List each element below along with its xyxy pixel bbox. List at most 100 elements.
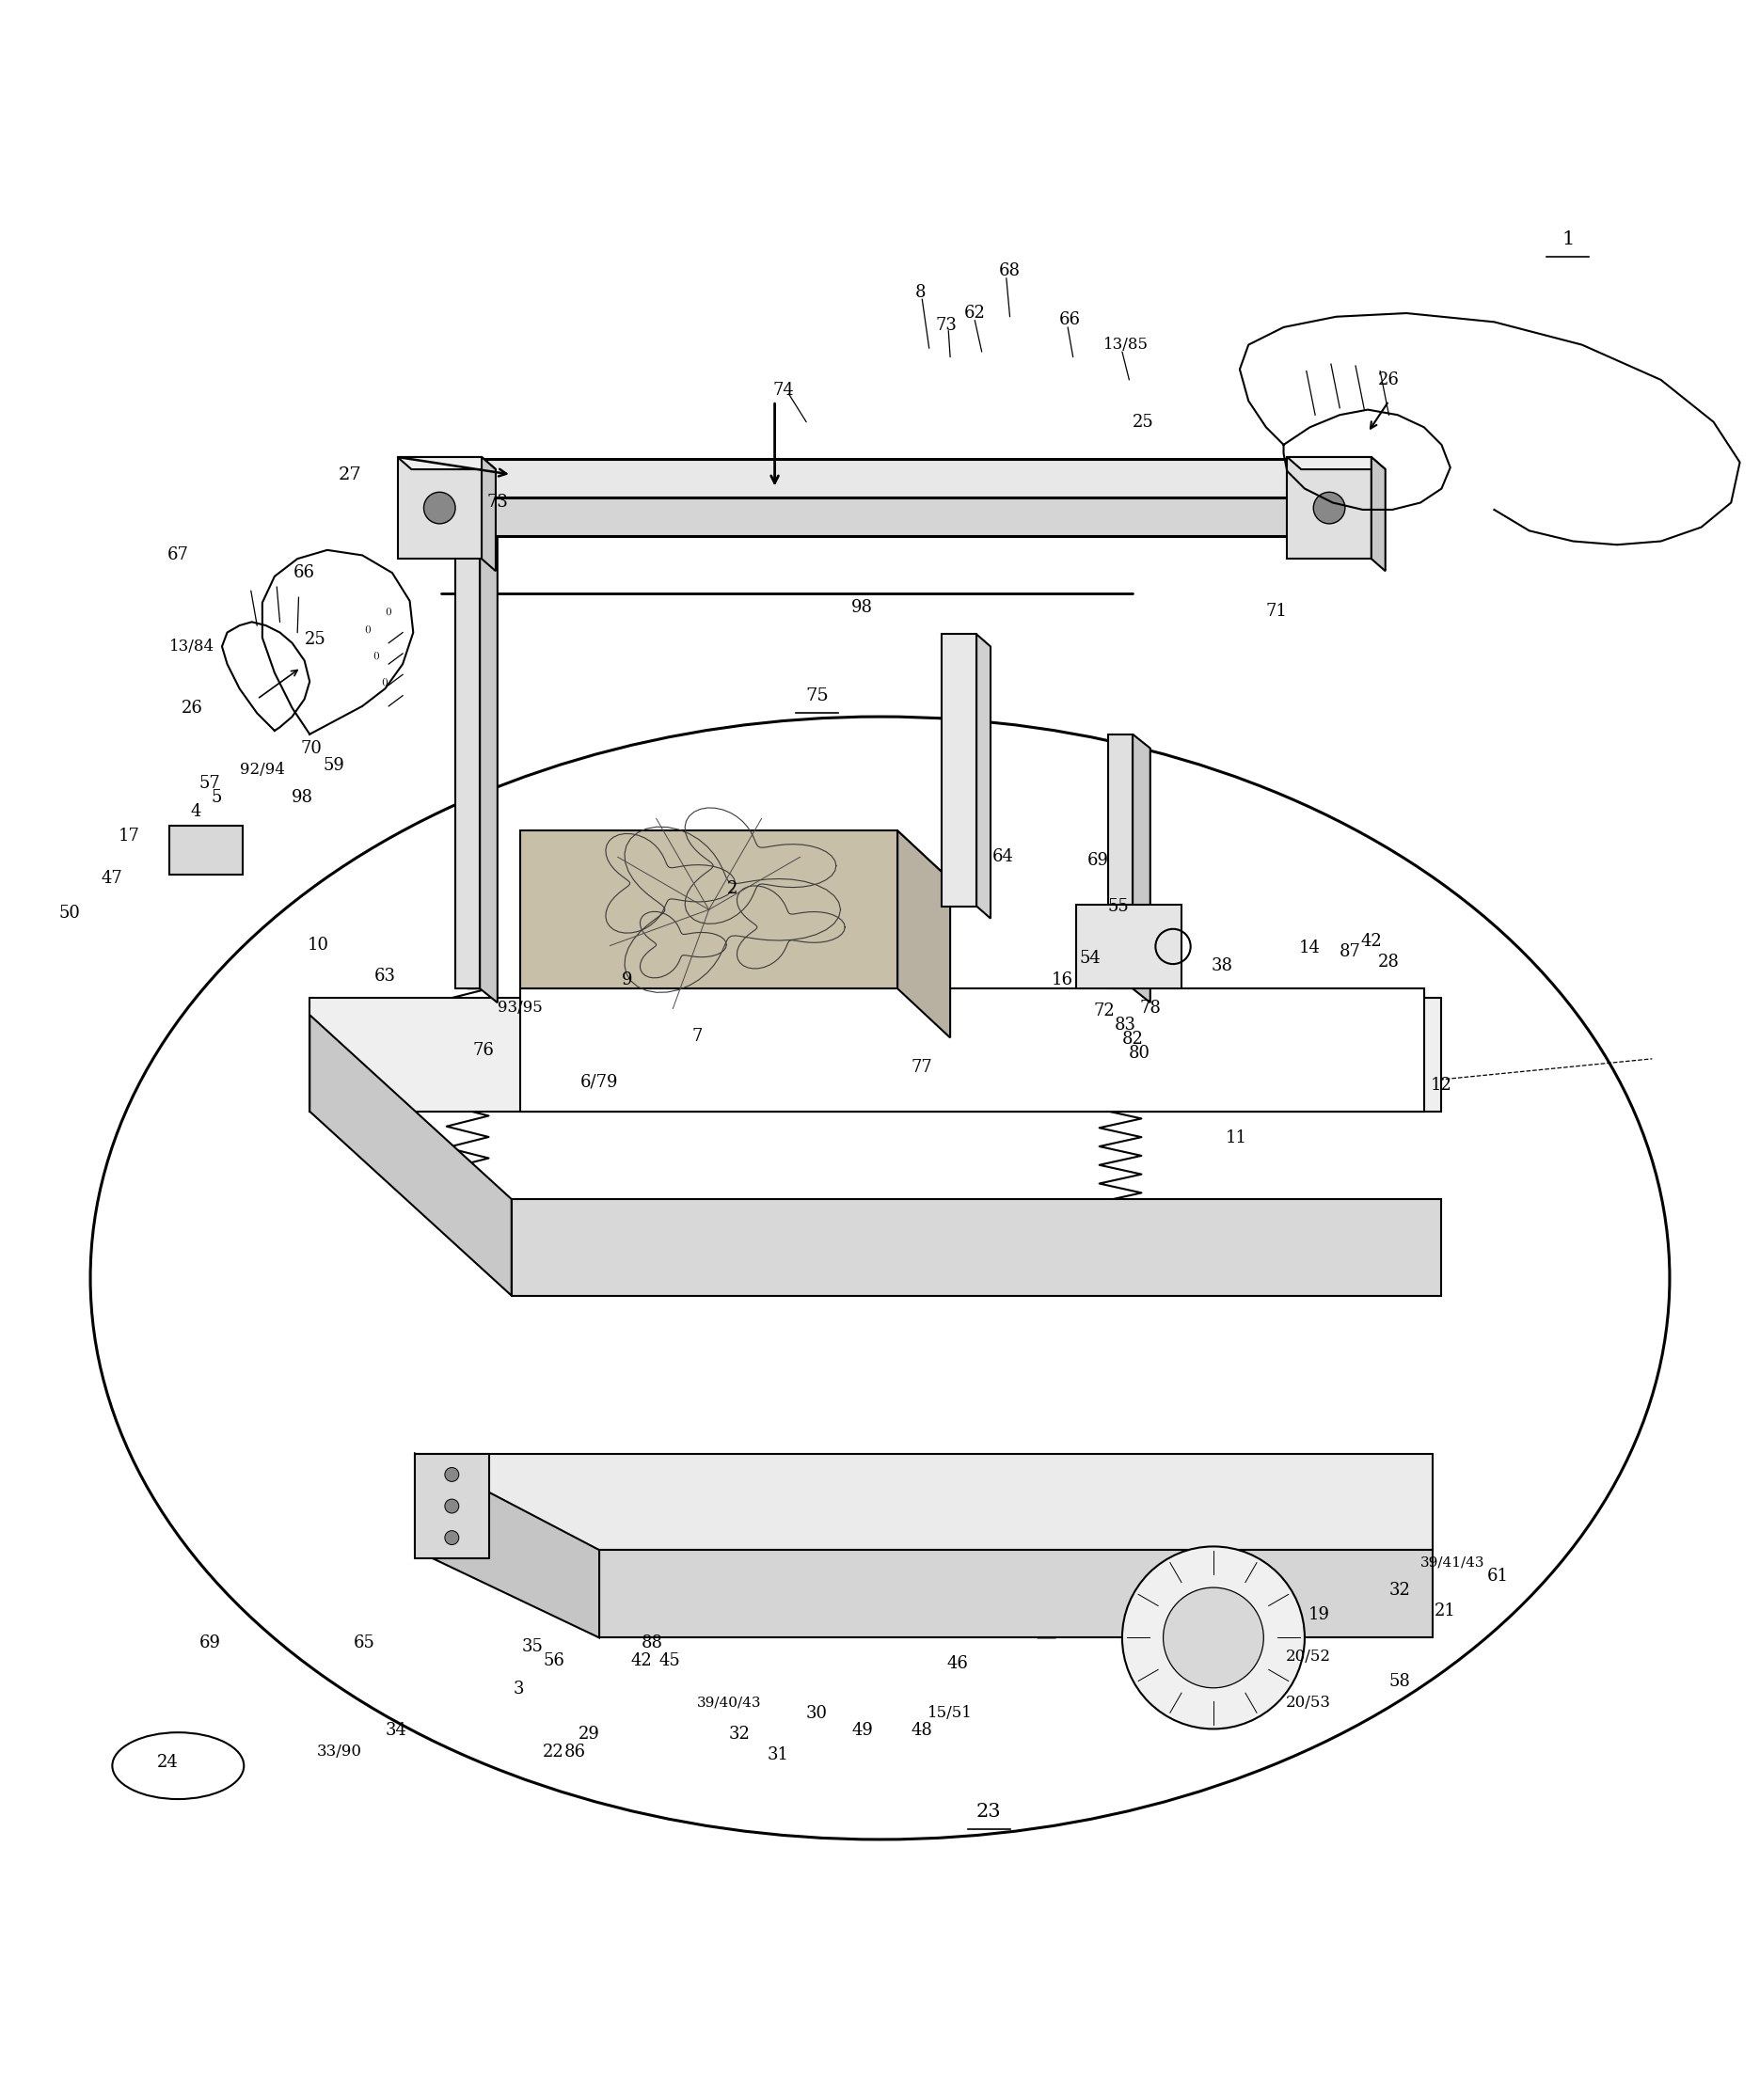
Text: 98: 98 [292,790,313,806]
Polygon shape [521,832,898,989]
Polygon shape [407,458,1362,498]
Text: (): () [382,678,389,687]
Text: 66: 66 [294,565,315,582]
Text: 28: 28 [1378,953,1399,970]
Polygon shape [169,825,243,874]
Text: 86: 86 [563,1743,586,1760]
Text: 13/85: 13/85 [1104,336,1148,353]
Text: 24: 24 [157,1754,178,1770]
Text: 20/52: 20/52 [1285,1648,1331,1665]
Text: 49: 49 [852,1722,873,1739]
Text: 42: 42 [1360,932,1382,949]
Polygon shape [398,458,496,468]
Circle shape [1313,491,1345,523]
Text: 38: 38 [1211,958,1234,974]
Text: 77: 77 [912,1058,933,1075]
Text: 76: 76 [473,1042,495,1058]
Text: 26: 26 [181,699,202,716]
Text: 22: 22 [542,1743,565,1760]
Text: 19: 19 [1308,1607,1329,1623]
Text: 92/94: 92/94 [239,762,285,777]
Polygon shape [898,832,950,1037]
Text: 10: 10 [308,937,329,953]
Polygon shape [415,1453,489,1558]
Circle shape [1163,1588,1264,1688]
Text: 75: 75 [804,687,829,704]
Text: 48: 48 [912,1722,933,1739]
Polygon shape [310,998,1441,1111]
Text: 62: 62 [964,304,986,321]
Polygon shape [398,458,482,559]
Text: 9: 9 [621,972,634,989]
Text: 16: 16 [1052,972,1074,989]
Circle shape [445,1499,459,1514]
Polygon shape [1287,458,1385,468]
Text: 78: 78 [1139,1000,1162,1016]
Polygon shape [407,498,1362,536]
Text: 71: 71 [1265,603,1287,620]
Text: 7: 7 [692,1027,702,1044]
Text: 21: 21 [1434,1602,1456,1619]
Text: 70: 70 [301,739,322,756]
Text: (): () [364,624,371,634]
Text: 65: 65 [354,1634,375,1651]
Polygon shape [415,1453,1433,1550]
Text: 57: 57 [199,775,220,792]
Text: 59: 59 [324,758,345,775]
Polygon shape [1077,905,1181,989]
Text: 61: 61 [1487,1569,1508,1586]
Text: 26: 26 [1378,372,1399,388]
Text: 32: 32 [729,1726,750,1743]
Text: 64: 64 [993,848,1014,865]
Polygon shape [480,506,498,1002]
Text: 87: 87 [1339,943,1360,960]
Polygon shape [1287,458,1371,559]
Text: (): () [385,607,392,615]
Text: 50: 50 [58,905,79,922]
Polygon shape [310,1014,512,1296]
Polygon shape [415,1453,598,1638]
Polygon shape [1133,735,1151,1002]
Polygon shape [977,634,991,918]
Circle shape [424,491,456,523]
Circle shape [445,1468,459,1483]
Text: 32: 32 [1389,1581,1410,1598]
Polygon shape [456,506,480,989]
Text: 35: 35 [521,1638,544,1655]
Text: 56: 56 [542,1653,565,1670]
Polygon shape [1109,735,1133,989]
Text: 6/79: 6/79 [581,1073,618,1090]
Text: 72: 72 [1095,1004,1116,1021]
Polygon shape [521,989,1424,1111]
Text: 12: 12 [1431,1077,1452,1094]
Text: 30: 30 [806,1705,827,1722]
Text: 14: 14 [1299,941,1320,958]
Text: 83: 83 [1114,1016,1137,1033]
Text: (): () [373,651,380,659]
Text: 58: 58 [1389,1674,1410,1690]
Text: 5: 5 [211,790,222,806]
Text: 73: 73 [936,317,957,334]
Polygon shape [482,458,496,571]
Text: 80: 80 [1128,1046,1151,1063]
Text: 68: 68 [1000,262,1021,279]
Text: 63: 63 [375,968,396,985]
Polygon shape [598,1550,1433,1638]
Text: 3: 3 [514,1680,524,1697]
Text: 66: 66 [1060,311,1081,330]
Polygon shape [1362,458,1383,554]
Text: 69: 69 [1086,853,1109,869]
Polygon shape [942,634,977,905]
Text: 31: 31 [767,1747,788,1764]
Text: 33/90: 33/90 [317,1743,363,1760]
Text: 20/53: 20/53 [1285,1695,1331,1712]
Text: 2: 2 [727,880,737,897]
Polygon shape [512,1199,1441,1296]
Text: 93/95: 93/95 [498,1000,542,1016]
Circle shape [1123,1546,1304,1728]
Text: 45: 45 [658,1653,679,1670]
Text: 69: 69 [199,1634,220,1651]
Text: 17: 17 [118,827,139,844]
Text: 15/51: 15/51 [928,1705,973,1722]
Text: 82: 82 [1121,1031,1144,1048]
